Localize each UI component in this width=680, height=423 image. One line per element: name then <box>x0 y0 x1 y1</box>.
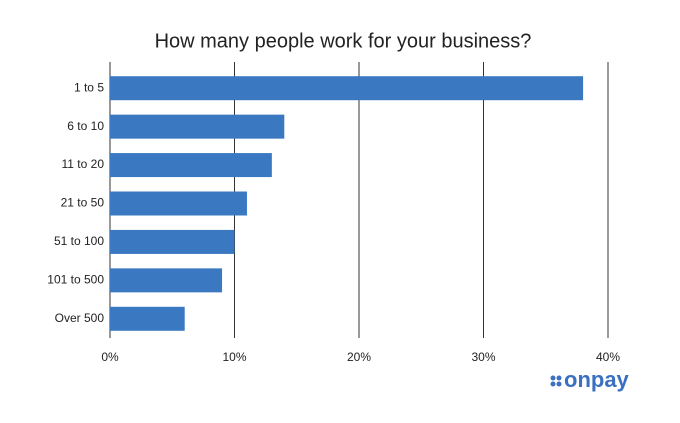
x-tick-label: 40% <box>596 350 620 364</box>
bar <box>110 229 235 254</box>
bar <box>110 306 185 331</box>
logo-dots <box>550 375 562 387</box>
y-tick-label: 101 to 500 <box>47 273 104 287</box>
bar <box>110 268 223 293</box>
bar <box>110 76 584 101</box>
y-tick-label: 6 to 10 <box>67 119 104 133</box>
y-tick-label: Over 500 <box>55 311 105 325</box>
logo: onpay <box>564 367 630 392</box>
bar <box>110 191 247 216</box>
chart-title: How many people work for your business? <box>155 30 532 52</box>
x-tick-label: 0% <box>101 350 119 364</box>
y-tick-label: 51 to 100 <box>54 234 104 248</box>
y-tick-label: 1 to 5 <box>74 80 104 94</box>
x-tick-label: 10% <box>222 350 246 364</box>
x-tick-label: 20% <box>347 350 371 364</box>
y-tick-label: 11 to 20 <box>62 157 105 171</box>
bar <box>110 153 272 178</box>
bar <box>110 114 285 139</box>
x-tick-label: 30% <box>471 350 495 364</box>
y-tick-label: 21 to 50 <box>61 196 105 210</box>
